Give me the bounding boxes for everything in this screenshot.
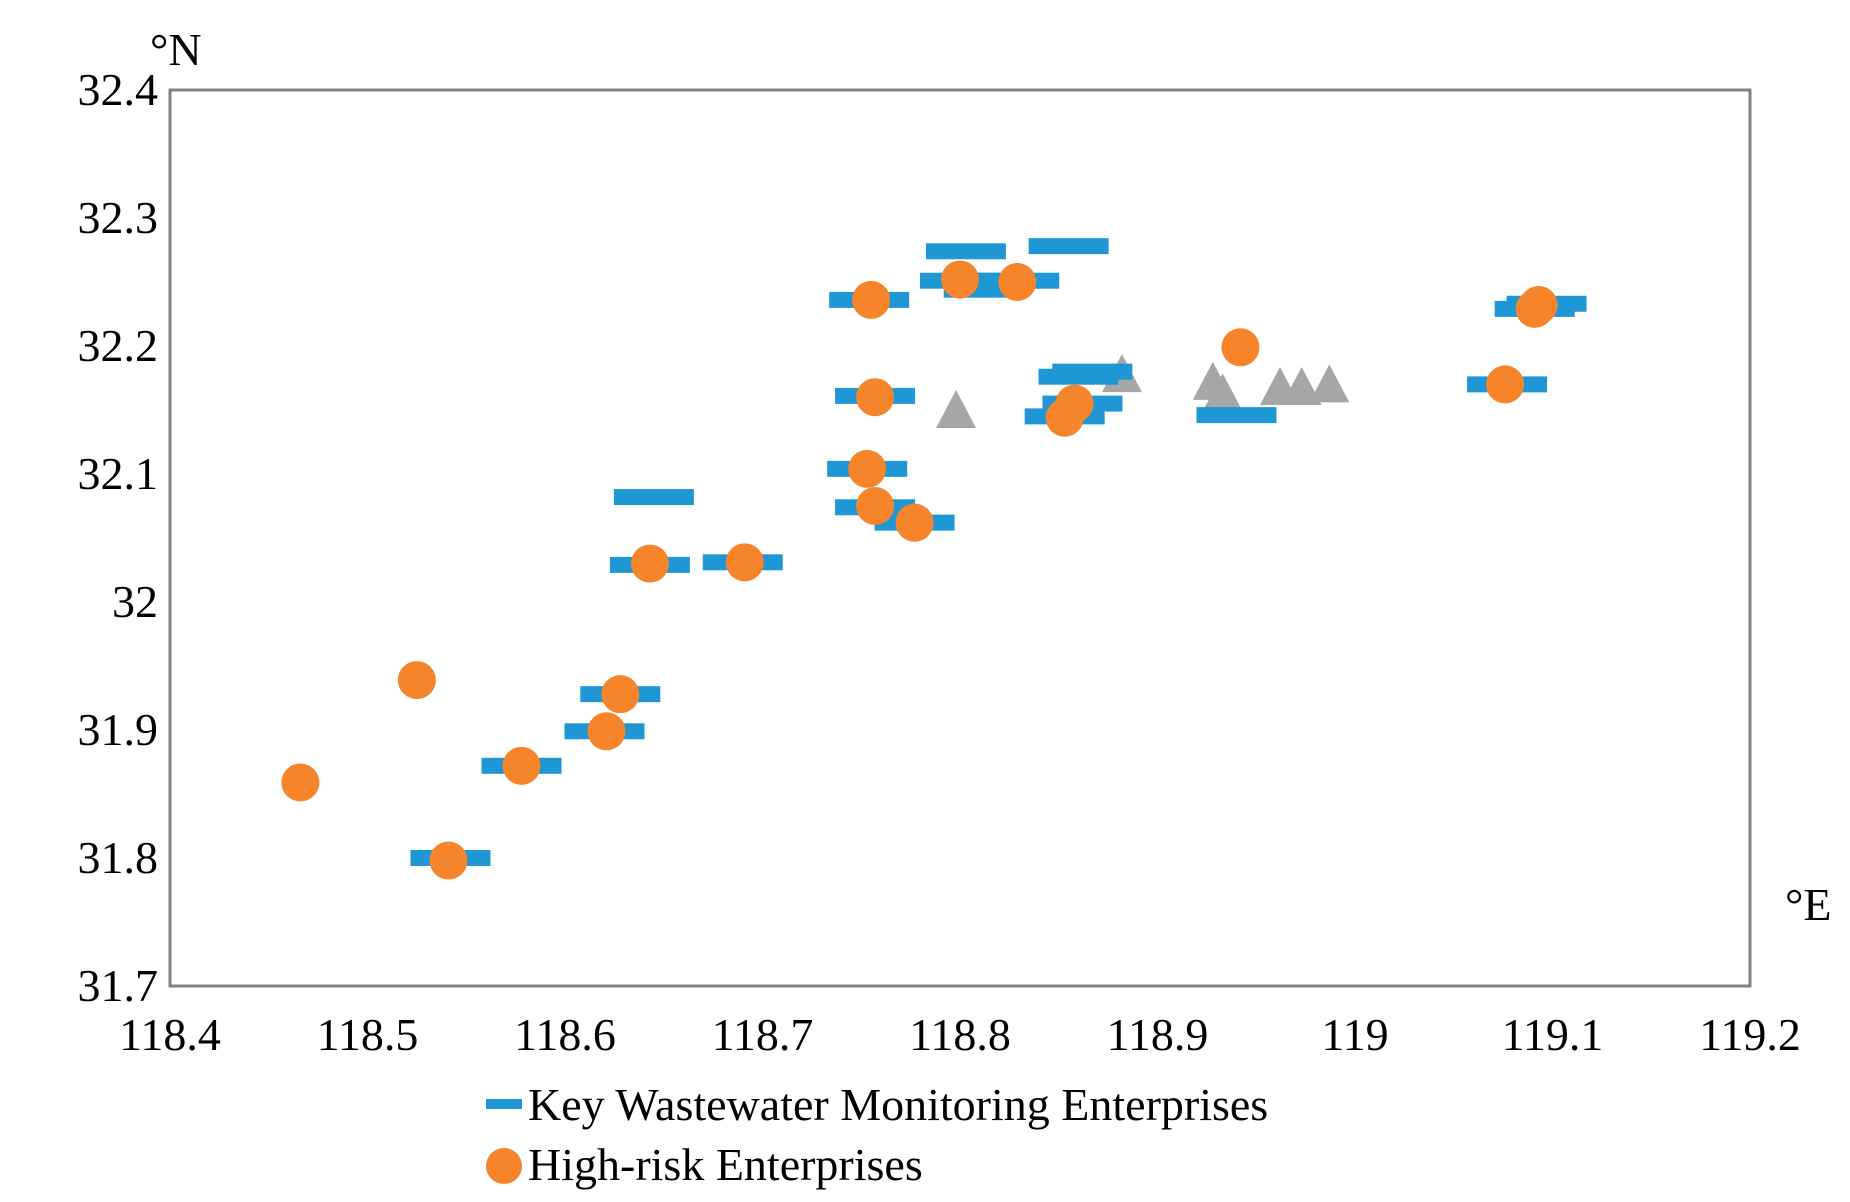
x-axis-unit-label: °E: [1785, 879, 1832, 930]
x-axis-ticks: 118.4 118.5 118.6 118.7 118.8 118.9 119 119.1 11…: [119, 1009, 1801, 1060]
y-tick-label: 31.7: [78, 960, 159, 1011]
high-risk-point: [895, 503, 934, 542]
triangle-point: [936, 390, 977, 428]
key-wastewater-point: [613, 489, 694, 506]
legend-label-key-wastewater: Key Wastewater Monitoring Enterprises: [528, 1079, 1268, 1130]
data-points: [281, 238, 1587, 880]
high-risk-point: [852, 280, 891, 319]
high-risk-point: [856, 378, 895, 417]
high-risk-point: [856, 487, 895, 525]
y-tick-label: 32.2: [78, 320, 159, 371]
high-risk-point: [1486, 365, 1525, 404]
key-wastewater-point: [1196, 407, 1277, 424]
key-wastewater-point: [1052, 363, 1133, 380]
x-tick-label: 118.7: [712, 1009, 814, 1060]
y-tick-label: 32.4: [78, 64, 159, 115]
triangle-point: [1202, 373, 1243, 412]
x-tick-label: 118.6: [514, 1009, 616, 1060]
high-risk-point: [725, 543, 764, 582]
legend: Key Wastewater Monitoring Enterprises Hi…: [486, 1079, 1268, 1190]
high-risk-point: [429, 841, 468, 880]
high-risk-point: [998, 263, 1037, 301]
x-tick-label: 118.9: [1107, 1009, 1209, 1060]
high-risk-point: [601, 675, 640, 714]
y-axis-unit-label: °N: [150, 24, 202, 75]
triangle-point: [1281, 366, 1322, 405]
x-tick-label: 119.1: [1502, 1009, 1604, 1060]
x-tick-label: 118.4: [119, 1009, 221, 1060]
y-axis-ticks: 31.7 31.8 31.9 32 32.1 32.2 32.3 32.4: [78, 64, 159, 1011]
high-risk-point: [1221, 328, 1260, 367]
key-wastewater-point: [925, 243, 1006, 260]
high-risk-point: [630, 544, 669, 583]
key-wastewater-point: [1028, 238, 1109, 255]
x-tick-label: 119.2: [1699, 1009, 1801, 1060]
high-risk-point: [848, 449, 887, 488]
high-risk-point: [1045, 398, 1084, 437]
x-tick-label: 118.8: [909, 1009, 1011, 1060]
high-risk-point: [502, 746, 541, 785]
y-tick-label: 32.1: [78, 448, 159, 499]
high-risk-point: [941, 260, 979, 299]
y-tick-label: 32.3: [78, 192, 159, 243]
legend-label-high-risk: High-risk Enterprises: [528, 1139, 923, 1190]
legend-circle-marker: [486, 1148, 522, 1184]
y-tick-label: 31.9: [78, 704, 159, 755]
x-tick-label: 118.5: [317, 1009, 419, 1060]
high-risk-point: [397, 661, 436, 700]
plot-area: [168, 88, 1752, 988]
high-risk-point: [587, 712, 626, 751]
x-tick-label: 119: [1321, 1009, 1388, 1060]
y-tick-label: 31.8: [78, 832, 159, 883]
triangle-point: [1309, 364, 1350, 403]
high-risk-point: [281, 763, 320, 802]
y-tick-label: 32: [112, 576, 158, 627]
high-risk-point: [1519, 286, 1558, 325]
legend-dash-marker: [486, 1099, 522, 1109]
